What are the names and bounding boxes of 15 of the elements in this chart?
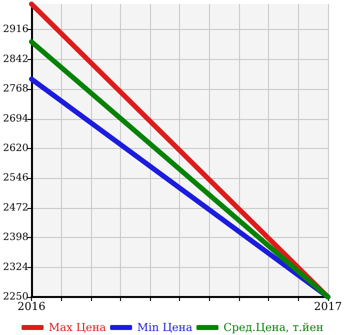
y-tick-label: 2250 xyxy=(2,292,28,302)
legend-label: Min Цена xyxy=(137,321,193,334)
y-tick-label: 2916 xyxy=(2,24,28,36)
y-tick-label: 2620 xyxy=(2,142,28,154)
y-tick-label: 2324 xyxy=(2,262,28,273)
y-tick-label: 2546 xyxy=(2,172,28,184)
x-tick-label: 2016 xyxy=(17,300,46,313)
y-tick-label: 2768 xyxy=(2,84,28,95)
y-tick-label: 2842 xyxy=(2,54,28,65)
legend-label: Max Цена xyxy=(48,321,107,334)
y-tick-label: 2694 xyxy=(2,113,28,124)
x-tick-label: 2017 xyxy=(314,300,342,313)
y-tick-label: 2398 xyxy=(2,232,28,244)
y-tick-label: 2472 xyxy=(2,202,28,214)
legend-label: Сред.Цена, т.йен xyxy=(223,321,324,334)
